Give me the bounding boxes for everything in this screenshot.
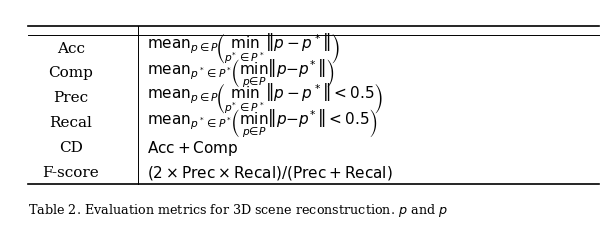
Text: Recal: Recal bbox=[49, 116, 92, 130]
Text: $\mathrm{mean}_{p\in P}\!\left(\min_{p^*\in P^*}\left\|p-p^*\right\|\right)$: $\mathrm{mean}_{p\in P}\!\left(\min_{p^*… bbox=[147, 31, 341, 66]
Text: Table 2. Evaluation metrics for 3D scene reconstruction. $p$ and $p$: Table 2. Evaluation metrics for 3D scene… bbox=[28, 201, 448, 218]
Text: CD: CD bbox=[59, 140, 82, 154]
Text: Acc: Acc bbox=[56, 41, 85, 55]
Text: $\mathrm{Acc}+\mathrm{Comp}$: $\mathrm{Acc}+\mathrm{Comp}$ bbox=[147, 138, 239, 157]
Text: Prec: Prec bbox=[53, 91, 88, 105]
Text: F-score: F-score bbox=[42, 165, 99, 179]
Text: $\left(2\times\mathrm{Prec}\times\mathrm{Recal}\right)/\left(\mathrm{Prec}+\math: $\left(2\times\mathrm{Prec}\times\mathrm… bbox=[147, 163, 393, 181]
Text: Comp: Comp bbox=[48, 66, 93, 80]
Text: $\mathrm{mean}_{p^*\in P^*}\!\left(\min_{p\in P}\left\|p-p^*\right\|\right)$: $\mathrm{mean}_{p^*\in P^*}\!\left(\min_… bbox=[147, 57, 335, 90]
Text: $\mathrm{mean}_{p^*\in P^*}\!\left(\min_{p\in P}\left\|p-p^*\right\|<0.5\right)$: $\mathrm{mean}_{p^*\in P^*}\!\left(\min_… bbox=[147, 106, 378, 139]
Text: $\mathrm{mean}_{p\in P}\!\left(\min_{p^*\in P^*}\left\|p-p^*\right\|<0.5\right)$: $\mathrm{mean}_{p\in P}\!\left(\min_{p^*… bbox=[147, 81, 384, 115]
